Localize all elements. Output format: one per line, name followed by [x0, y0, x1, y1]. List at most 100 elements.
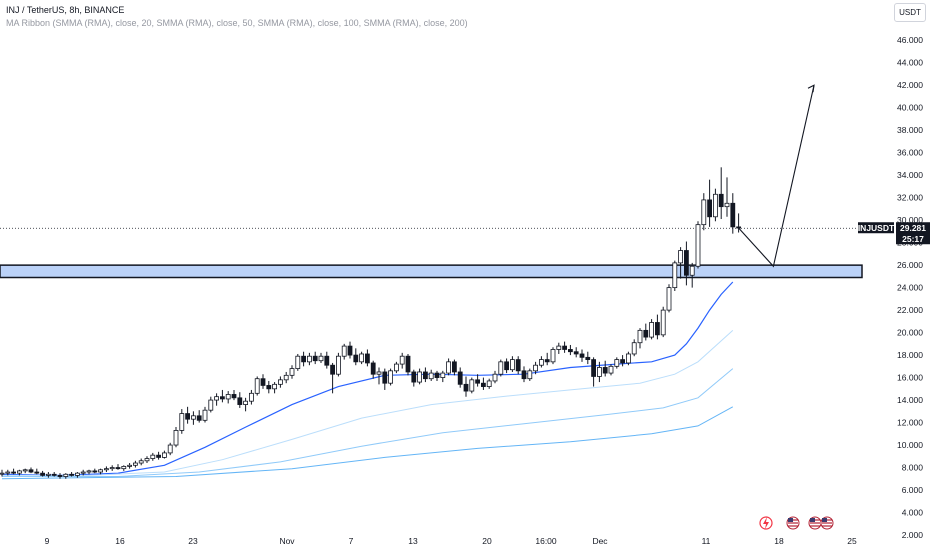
y-tick-label: 44.000	[897, 58, 923, 68]
candle-body	[434, 372, 440, 378]
projection-path[interactable]	[738, 85, 815, 268]
candle-body	[730, 202, 736, 228]
countdown-label: 25:17	[902, 234, 924, 244]
currency-button[interactable]: USDT	[894, 3, 926, 22]
candle-body	[185, 413, 191, 420]
y-tick-label: 8.000	[902, 463, 924, 473]
candle-body	[602, 367, 608, 374]
candle-body	[527, 370, 533, 380]
candle-body	[684, 250, 689, 276]
candle-body	[144, 458, 150, 462]
candle-body	[318, 355, 324, 362]
projection-arrowhead	[807, 84, 815, 93]
us-flag-icon[interactable]	[820, 516, 834, 530]
support-zone[interactable]	[0, 264, 863, 279]
candle-body	[254, 378, 260, 394]
candle-body	[312, 355, 318, 362]
candle-body	[179, 413, 185, 431]
candle-body	[568, 349, 573, 353]
candle-body	[440, 372, 446, 378]
candle-body	[608, 365, 614, 374]
y-tick-label: 26.000	[897, 260, 923, 270]
candle-body	[573, 351, 579, 355]
candle-body	[649, 322, 654, 338]
candle-body	[51, 473, 57, 476]
candle-body	[69, 473, 74, 476]
us-flag-icon[interactable]	[786, 516, 800, 530]
candle-body	[289, 368, 295, 376]
candle-body	[504, 361, 510, 371]
candle-body	[330, 364, 336, 375]
candle-body	[451, 361, 457, 373]
candle-body	[219, 396, 225, 400]
candle-body	[11, 471, 17, 474]
candle-body	[678, 250, 683, 264]
ma-line-200	[1, 406, 734, 480]
y-tick-label: 30.000	[897, 215, 923, 225]
candle-body	[672, 262, 678, 289]
candle-body	[335, 355, 341, 375]
candle-body	[359, 353, 365, 363]
candle-body	[92, 470, 98, 473]
candle-body	[585, 356, 591, 360]
indicator-legend: MA Ribbon (SMMA (RMA), close, 20, SMMA (…	[6, 18, 468, 28]
x-tick-label: 13	[408, 536, 418, 546]
bolt-icon[interactable]	[759, 516, 773, 530]
candle-body	[347, 345, 353, 356]
candle-body	[550, 349, 556, 363]
candle-body	[46, 473, 51, 476]
candle-body	[475, 379, 481, 384]
candle-body	[631, 342, 637, 355]
candle-body	[202, 409, 208, 421]
x-tick-label: 7	[349, 536, 354, 546]
candle-body	[341, 345, 347, 357]
candle-body	[469, 379, 475, 392]
candle-body	[16, 470, 22, 474]
candle-body	[707, 199, 712, 218]
candle-body	[260, 378, 266, 386]
candle-body	[515, 359, 521, 372]
y-tick-label: 20.000	[897, 328, 923, 338]
candle-body	[243, 400, 249, 405]
candle-body	[127, 464, 132, 467]
candle-body	[626, 353, 631, 364]
candle-body	[115, 467, 121, 470]
candle-body	[411, 371, 417, 383]
x-tick-label: 9	[45, 536, 50, 546]
candle-body	[156, 454, 162, 458]
candle-body	[376, 371, 382, 375]
candle-body	[695, 224, 701, 267]
candle-body	[486, 380, 492, 387]
ma-line-100	[2, 368, 734, 477]
candle-body	[5, 471, 11, 474]
y-tick-label: 38.000	[897, 125, 923, 135]
y-tick-label: 14.000	[897, 395, 923, 405]
candle-body	[724, 202, 730, 208]
candle-body	[0, 472, 5, 475]
symbol-title: INJ / TetherUS, 8h, BINANCE	[6, 5, 125, 15]
candle-body	[399, 355, 405, 365]
x-tick-label: Dec	[592, 536, 608, 546]
candle-body	[480, 382, 486, 387]
candle-body	[498, 361, 504, 375]
candle-body	[104, 468, 109, 471]
candle-body	[533, 364, 538, 372]
y-tick-label: 2.000	[902, 530, 924, 540]
price-tag-value: 29.281	[900, 223, 926, 233]
candle-body	[283, 374, 289, 381]
candle-body	[457, 371, 463, 385]
x-tick-label: 16:00	[535, 536, 557, 546]
x-tick-label: 16	[115, 536, 125, 546]
candle-body	[161, 452, 167, 458]
candle-body	[190, 415, 196, 420]
candle-body	[301, 355, 307, 363]
candle-body	[138, 460, 144, 464]
candle-body	[63, 473, 69, 477]
candle-body	[422, 371, 428, 380]
candle-body	[22, 469, 28, 472]
candle-body	[80, 471, 86, 474]
candle-body	[620, 359, 625, 364]
candle-body	[736, 226, 741, 229]
us-flag-icon[interactable]	[808, 516, 822, 530]
